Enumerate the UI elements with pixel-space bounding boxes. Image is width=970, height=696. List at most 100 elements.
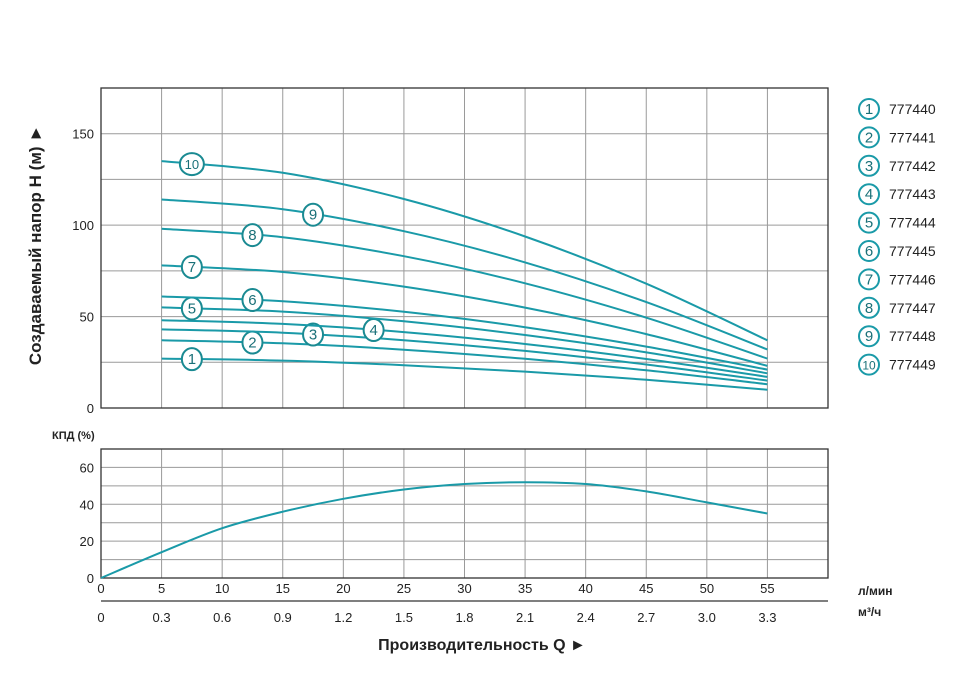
x-tick-lmin: 45 [639,581,653,596]
curve-pump-3 [161,328,768,382]
legend-label: 777447 [889,300,936,316]
curve-pump-5 [161,306,768,375]
legend-marker-label: 10 [862,359,876,373]
curve-marker-label: 7 [188,259,196,276]
legend-marker-label: 4 [865,186,873,203]
x-tick-lmin: 25 [397,581,411,596]
legend-marker-10 [858,353,880,376]
legend-marker-label: 6 [865,243,873,260]
x-tick-lmin: 50 [700,581,714,596]
x-tick-m3h: 2.4 [577,610,595,625]
legend-label: 777445 [889,243,936,259]
y-axis-title: Создаваемый напор H (м) ► [26,125,45,365]
curve-marker-9 [302,202,325,227]
x-tick-lmin: 20 [336,581,350,596]
legend-marker-1 [858,98,880,120]
x-tick-lmin: 40 [578,581,592,596]
curve-marker-label: 5 [188,300,196,317]
y-tick-label: 40 [80,497,94,512]
unit-m3h: м³/ч [858,605,881,619]
legend-marker-label: 5 [865,215,873,232]
legend-marker-4 [858,183,880,206]
curve-pump-9 [161,198,768,351]
x-tick-m3h: 2.1 [516,610,534,625]
curve-marker-10 [178,152,205,177]
curve-marker-7 [180,255,203,280]
legend-label: 777441 [889,129,936,145]
x-tick-m3h: 3.3 [758,610,776,625]
legend-label: 777449 [889,357,936,373]
curve-pump-2 [161,339,768,386]
x-tick-m3h: 0.6 [213,610,231,625]
curve-marker-3 [302,322,325,347]
legend-marker-label: 8 [865,300,873,317]
efficiency-plot: 0 20 40 60 [80,448,829,586]
x-tick-lmin: 55 [760,581,774,596]
x-tick-m3h: 0 [97,610,104,625]
curve-marker-label: 2 [248,335,256,352]
y-tick-label: 150 [72,127,94,142]
curve-marker-6 [241,288,264,313]
x-tick-lmin: 15 [276,581,290,596]
curve-marker-8 [241,223,264,248]
legend-marker-label: 2 [865,129,873,146]
curve-marker-label: 1 [188,351,196,368]
legend-marker-label: 9 [865,328,873,345]
legend-label: 777442 [889,158,936,174]
x-tick-m3h: 1.8 [455,610,473,625]
x-axes: 0 5 10 15 20 25 30 35 40 45 50 55 0 0.3 0.6 0.9 1.2 1.5 1.… [97,581,828,625]
curve-pump-7 [161,264,768,367]
curve-pump-6 [161,295,768,371]
x-tick-lmin: 5 [158,581,165,596]
head-plot: 0 50 100 150 1 2 3 4 5 6 7 8 9 10 [72,87,829,416]
legend-marker-label: 7 [865,271,873,288]
y-tick-label: 20 [80,534,94,549]
legend-marker-9 [858,325,880,348]
curve-marker-label: 6 [248,292,256,309]
y-tick-label: 60 [80,460,94,475]
x-tick-lmin: 0 [97,581,104,596]
x-tick-m3h: 1.5 [395,610,413,625]
y-tick-label: 0 [87,571,94,586]
x-tick-m3h: 2.7 [637,610,655,625]
x-tick-lmin: 30 [457,581,471,596]
legend-label: 777448 [889,328,936,344]
curve-pump-10 [161,160,768,342]
curve-marker-1 [180,347,203,372]
legend-label: 777443 [889,186,936,202]
legend-label: 777444 [889,215,936,231]
plot-frame [100,448,829,579]
legend-label: 777446 [889,271,936,287]
legend-marker-3 [858,154,880,177]
curve-marker-label: 8 [248,227,256,244]
legend-marker-5 [858,211,880,234]
x-tick-m3h: 0.9 [274,610,292,625]
x-tick-lmin: 10 [215,581,229,596]
legend-marker-7 [858,268,880,291]
x-tick-m3h: 1.2 [334,610,352,625]
efficiency-axis-title: КПД (%) [52,430,95,442]
curve-marker-label: 9 [309,207,317,224]
curve-pump-8 [161,227,768,360]
curve-efficiency [100,481,768,579]
legend-marker-6 [858,240,880,262]
unit-lmin: л/мин [858,584,892,598]
y-tick-label: 100 [72,218,94,233]
legend: 1 777440 2 777441 3 777442 4 777443 5 777444 6 7774… [858,98,936,376]
legend-marker-8 [858,296,880,319]
curve-marker-label: 3 [309,327,317,344]
legend-marker-2 [858,126,880,149]
legend-marker-label: 1 [865,101,873,118]
x-tick-lmin: 35 [518,581,532,596]
legend-label: 777440 [889,101,936,117]
y-tick-label: 0 [87,401,94,416]
curve-marker-label: 10 [185,157,199,172]
y-tick-label: 50 [80,310,94,325]
legend-marker-label: 3 [865,158,873,175]
x-tick-m3h: 0.3 [153,610,171,625]
curve-marker-label: 4 [369,322,377,339]
x-axis-title: Производительность Q ► [378,637,586,654]
curve-pump-1 [161,357,768,391]
plot-frame [100,87,829,409]
